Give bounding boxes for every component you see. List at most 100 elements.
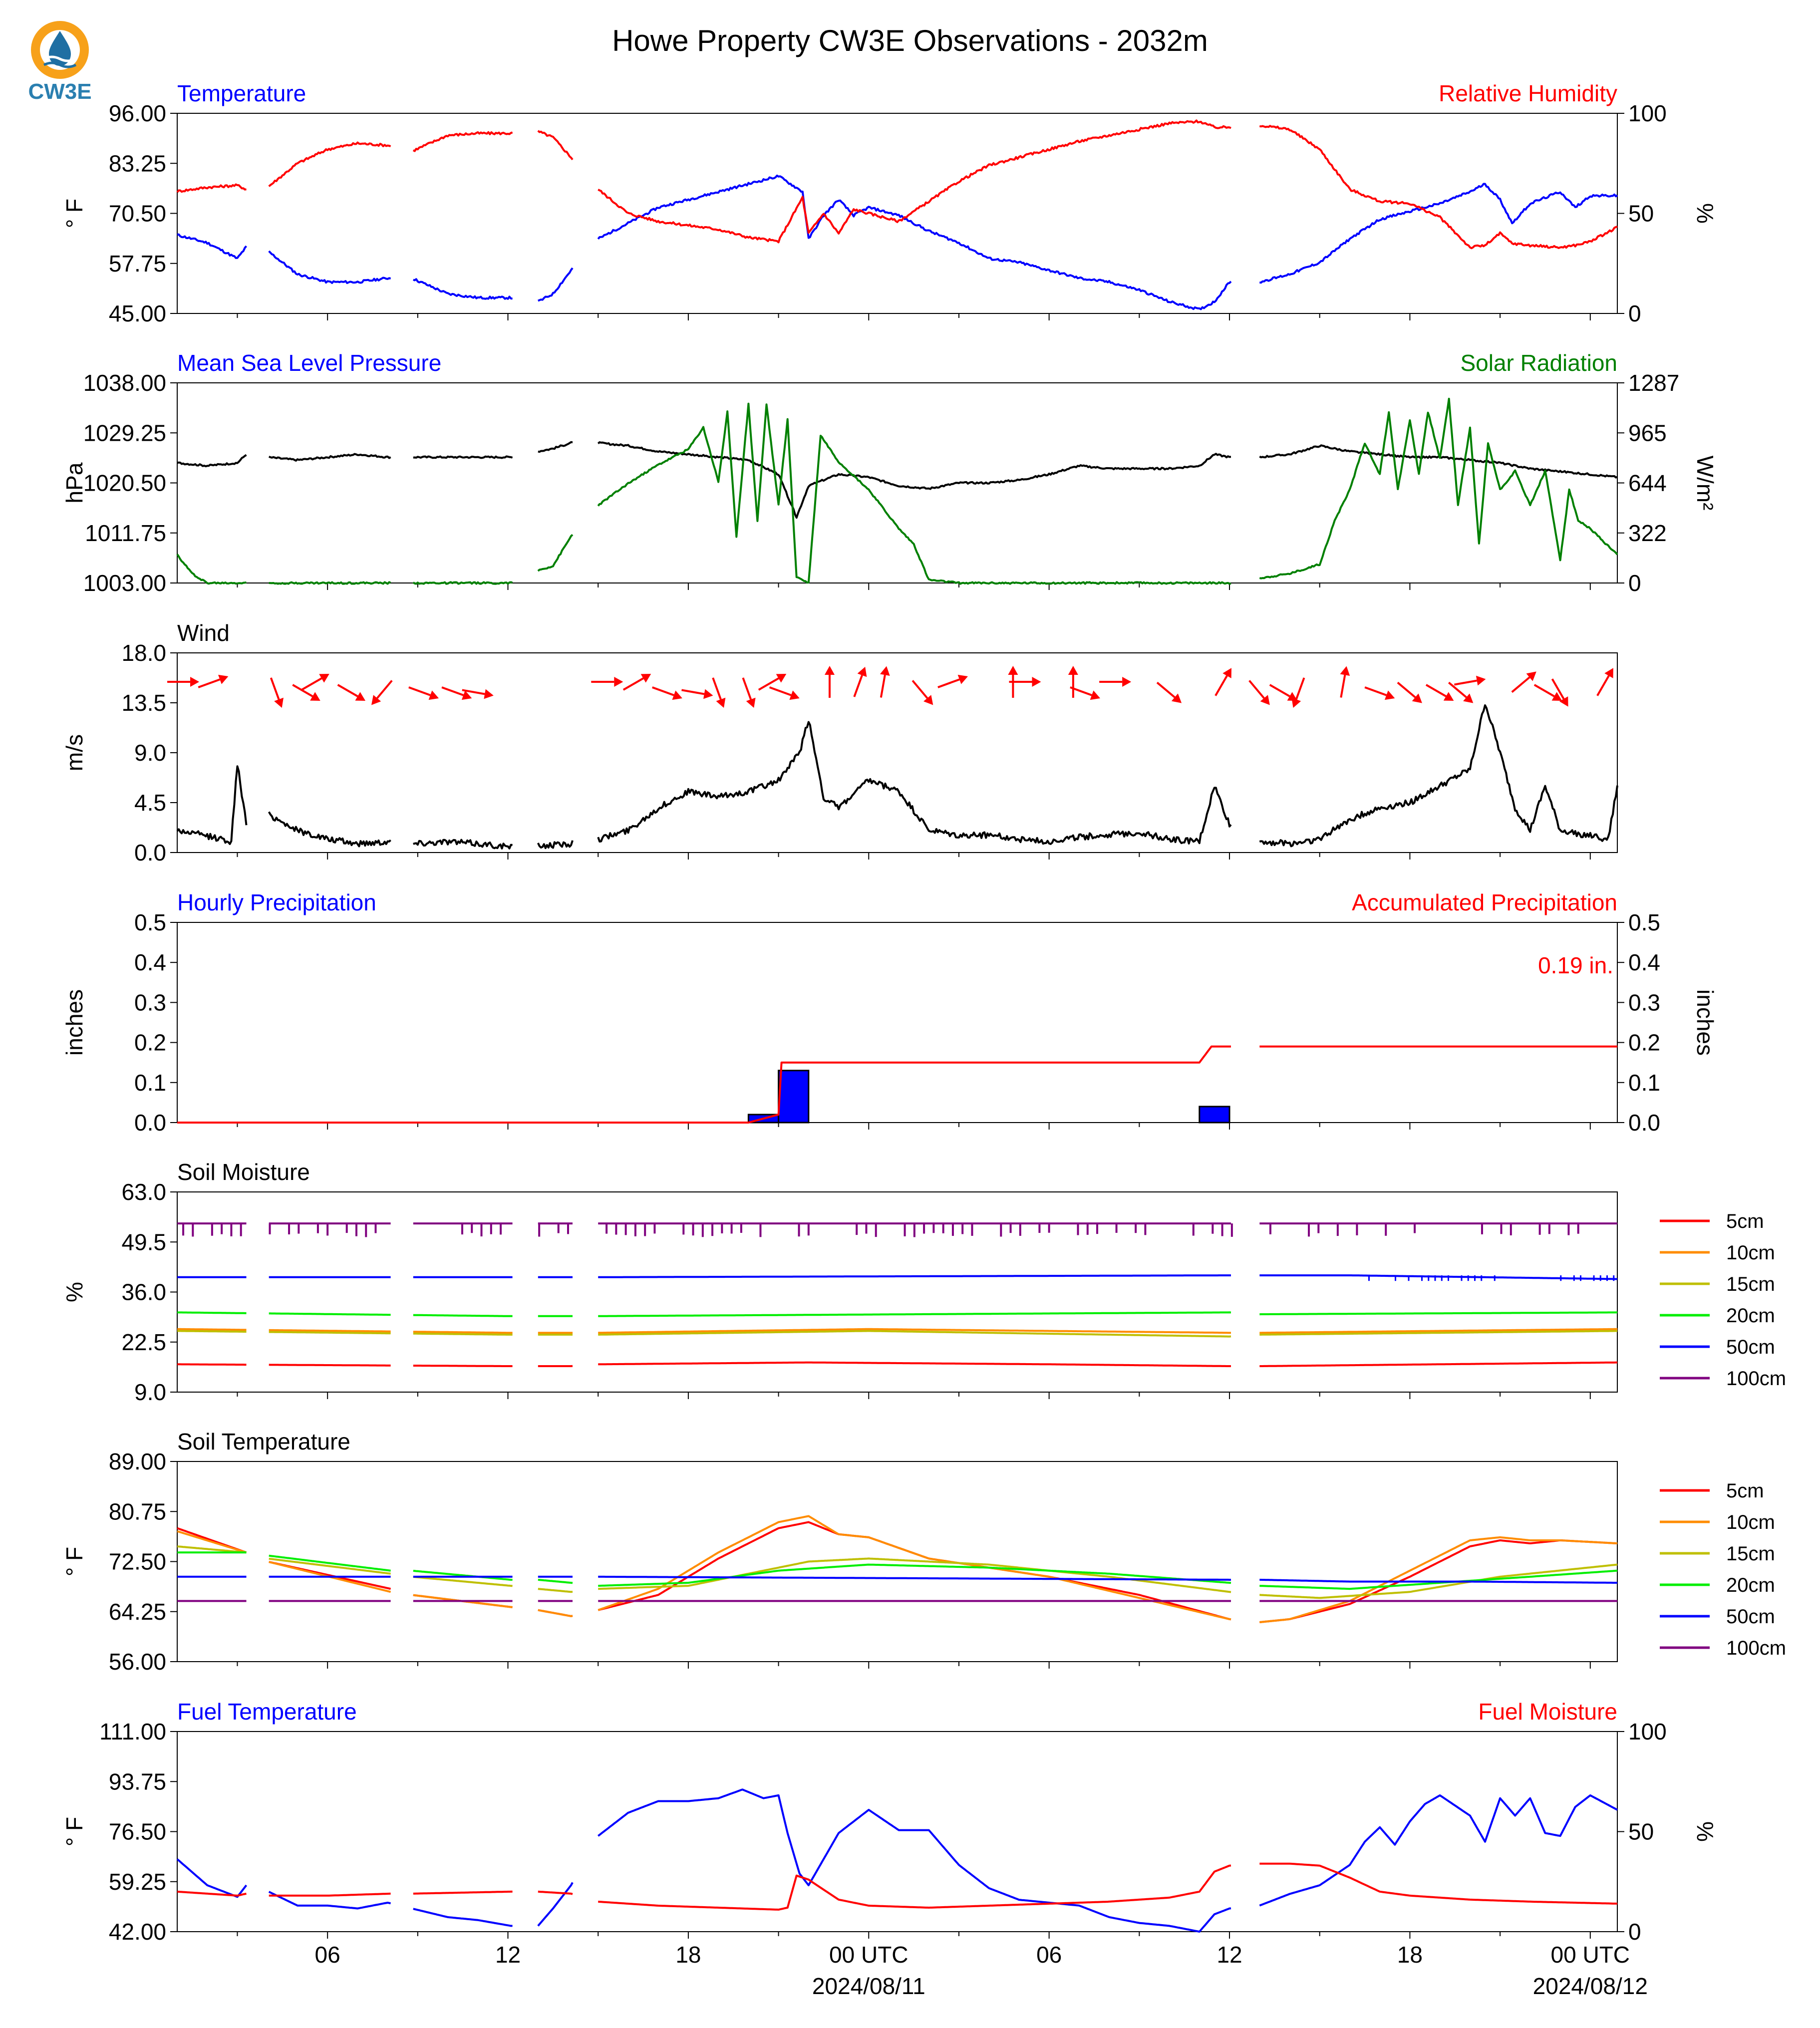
x-tick-label: 12 [1216,1942,1242,1968]
soilm-series-5cm [177,1361,1617,1367]
soilt-y-tick-label: 89.00 [109,1449,166,1474]
wind-arrow-head [746,697,756,708]
temp-y2-tick-label: 50 [1628,201,1654,227]
wind-arrow-head [957,674,968,684]
legend-label: 5cm [1726,1480,1764,1502]
wind-direction-arrow [1596,668,1613,696]
wind-direction-arrow [337,684,366,701]
panel-soilm: 63.0 49.5 36.0 22.5 9.0% Soil Moisture 5cm 10cm… [61,1159,1786,1405]
wind-arrow-head [1222,668,1231,678]
wind-direction-arrow [1068,666,1078,698]
legend-label: 100cm [1726,1368,1786,1390]
wind-direction-arrow [1269,684,1298,701]
wind-arrow-head [857,666,867,677]
wind-arrow-shaft [1295,677,1305,700]
soilt-legend: 5cm 10cm 15cm 20cm 50cm 100cm [1660,1480,1786,1659]
wind-arrow-head [1559,696,1568,707]
wind-direction-arrow [681,689,713,699]
fuel-y-axis-label: ° F [61,1817,87,1846]
wind-direction-arrow [622,674,651,691]
wind-direction-arrow [1070,686,1101,700]
temp-y-tick-label: 57.75 [109,251,166,277]
wind-arrow-head [716,697,726,708]
soilt-series-50cm [177,1575,1617,1584]
wind-series-wind [176,704,1618,850]
wind-direction-arrow [1511,671,1536,693]
figure-title: Howe Property CW3E Observations - 2032m [612,24,1208,57]
soilt-y-tick-label: 80.75 [109,1498,166,1524]
fuel-y-tick-label: 76.50 [109,1819,166,1845]
wind-arrow-shaft [1448,681,1467,698]
soilm-series-10cm [177,1328,1617,1334]
wind-arrow-shaft [622,677,644,691]
legend-label: 10cm [1726,1511,1775,1533]
soilt-y-axis-label: ° F [61,1547,87,1576]
wind-arrow-head [190,677,200,687]
precip-y-tick-label: 0.2 [134,1030,166,1056]
wind-arrow-shaft [270,677,280,700]
temp-y2-axis-label: % [1692,203,1718,224]
panels-group: 96.00 83.25 70.50 57.75 45.00 ° F 100 50 0% Tempe… [61,80,1786,1945]
fuel-y-tick-label: 42.00 [109,1919,166,1945]
wind-arrow-shaft [408,686,431,696]
precip-bar [778,1070,810,1124]
legend-label: 20cm [1726,1305,1775,1327]
wind-arrow-shaft [292,684,313,697]
precip-series-accumulated-precipitation [177,1045,1617,1124]
wind-arrow-shaft [911,680,928,699]
press-y2-tick-label: 322 [1628,520,1667,546]
wind-arrow-shaft [1551,678,1565,700]
soilm-x-ticks [237,1392,1591,1399]
soilm-series-15cm [177,1330,1617,1338]
x-tick-date: 2024/08/12 [1533,1973,1648,1999]
press-y2-tick-label: 0 [1628,570,1641,596]
temp-title-right: Relative Humidity [1439,80,1617,106]
press-y2-tick-label: 1287 [1628,370,1679,396]
wind-direction-arrow [371,680,393,705]
wind-arrow-shaft [1214,675,1228,696]
press-title-left: Mean Sea Level Pressure [177,350,441,376]
wind-direction-arrow [1248,680,1270,705]
wind-arrow-shaft [462,689,485,695]
x-axis-labels: 06 12 18 00 UTC 2024/08/11 06 12 18 00 UTC 2024/0… [315,1942,1648,1999]
wind-direction-arrow [712,677,726,708]
wind-direction-arrow [758,674,787,691]
temp-y-tick-label: 45.00 [109,300,166,326]
fuel-series-fuel-moisture [177,1862,1618,1911]
legend-label: 5cm [1726,1210,1764,1232]
wind-direction-arrow [1214,668,1231,696]
soilt-series-15cm [177,1545,1618,1599]
soilt-y-tick-label: 56.00 [109,1649,166,1675]
precip-title-left: Hourly Precipitation [177,889,376,915]
precip-y-tick-label: 0.5 [134,909,166,935]
temp-y-tick-label: 96.00 [109,100,166,126]
press-y-tick-label: 1020.50 [83,470,166,496]
wind-arrow-head [1463,693,1474,703]
legend-label: 20cm [1726,1574,1775,1596]
wind-arrow-shaft [1364,686,1387,696]
precip-y2-tick-label: 0.5 [1628,909,1660,935]
fuel-series-fuel-temperature [176,1788,1618,1933]
wind-direction-arrow [1454,675,1486,686]
precip-y2-tick-label: 0.0 [1628,1110,1660,1136]
temp-y-axis-label: ° F [61,199,87,228]
wind-y-tick-label: 18.0 [121,640,166,666]
soilm-series-50cm [177,1274,1617,1280]
soilm-y-tick-label: 49.5 [121,1229,166,1255]
soilt-title-left: Soil Temperature [177,1429,350,1454]
panel-soilt: 89.00 80.75 72.50 64.25 56.00 ° F Soil Tempera… [61,1429,1786,1675]
wind-arrow-shaft [769,686,792,696]
precip-y2-tick-label: 0.1 [1628,1070,1660,1096]
wind-direction-arrow [462,689,494,699]
wind-direction-arrow [880,666,890,698]
legend-label: 100cm [1726,1637,1786,1659]
accumulated-total-label: 0.19 in. [1538,952,1613,978]
wind-arrow-head [1260,695,1270,705]
wind-y-axis-label: m/s [61,734,87,771]
wind-arrow-head [672,690,682,700]
wind-y-tick-label: 4.5 [134,790,166,816]
wind-direction-arrow [167,677,200,687]
wind-arrow-head [1526,671,1536,681]
wind-direction-arrow [292,684,320,701]
press-title-right: Solar Radiation [1460,350,1617,376]
